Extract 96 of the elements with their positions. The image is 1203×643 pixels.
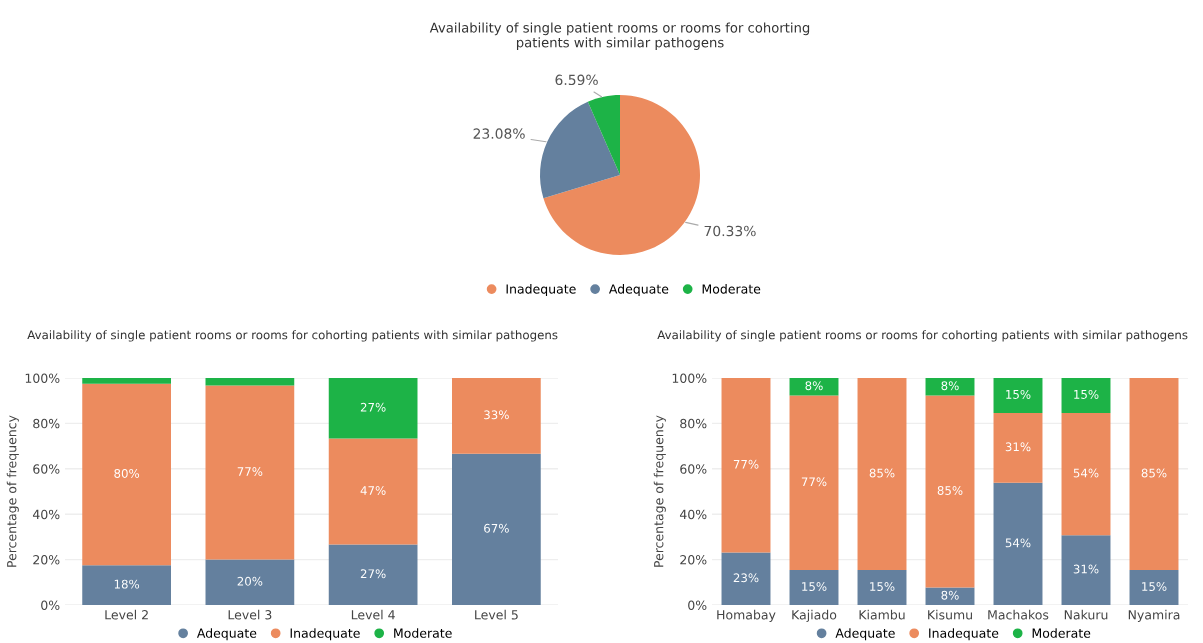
y-tick-label: 80% [33, 418, 60, 429]
data-label: 15% [870, 582, 895, 591]
x-tick-label: Homabay [717, 609, 776, 622]
bar [82, 378, 171, 384]
data-label: 27% [360, 569, 386, 579]
data-label: 20% [237, 576, 263, 586]
data-label: 85% [1141, 468, 1167, 478]
data-label: 8% [941, 381, 959, 391]
bar [925, 395, 975, 588]
x-tick-label: Kajiado [792, 609, 837, 622]
y-tick-label: 20% [33, 555, 60, 565]
data-label: 54% [1073, 468, 1099, 478]
bar [205, 385, 295, 560]
y-axis-title: Percentage of frequency [6, 415, 19, 567]
legend-label: Moderate [1032, 628, 1091, 638]
data-label: 77% [801, 477, 827, 487]
data-label: 70.33% [704, 225, 756, 237]
y-tick-label: 20% [680, 555, 707, 565]
legend-label: Inadequate [929, 628, 999, 641]
bar [452, 378, 541, 454]
bar [993, 412, 1043, 483]
data-label: 47% [360, 486, 386, 495]
bar [1129, 570, 1179, 605]
data-label: 23.08% [473, 128, 525, 139]
data-label: 77% [733, 459, 759, 469]
legend-label: Moderate [394, 628, 452, 638]
y-tick-label: 100% [672, 373, 707, 383]
data-label: 27% [360, 402, 386, 412]
data-label: 85% [937, 486, 963, 495]
data-label: 6.59% [555, 74, 598, 86]
bar [1061, 378, 1111, 413]
data-label: 77% [237, 467, 263, 477]
x-tick-label: Level 5 [475, 609, 518, 620]
x-tick-label: Level 3 [228, 609, 272, 620]
data-label: 31% [1005, 442, 1031, 452]
legend-label: Adequate [196, 628, 257, 641]
data-label: 15% [1142, 582, 1167, 591]
pie-slice [540, 101, 620, 199]
legend-label: Adequate [608, 284, 669, 297]
y-tick-label: 0% [688, 600, 707, 610]
bar [328, 378, 418, 439]
bar [993, 378, 1043, 413]
bar [721, 378, 771, 553]
x-tick-label: Nyamira [1128, 609, 1180, 622]
bar [328, 438, 418, 545]
x-tick-label: Level 2 [105, 609, 148, 620]
bar [328, 544, 418, 605]
y-tick-label: 60% [33, 464, 60, 474]
bar [1061, 412, 1111, 536]
y-tick-label: 60% [680, 464, 707, 474]
x-tick-label: Machakos [988, 609, 1049, 620]
data-label: 85% [869, 468, 895, 478]
data-label: 18% [114, 579, 140, 589]
data-label: 54% [1005, 538, 1031, 548]
bar [993, 482, 1043, 605]
bar [789, 395, 839, 571]
legend-label: Adequate [835, 628, 895, 641]
y-tick-label: 40% [679, 509, 707, 520]
bar [82, 383, 171, 566]
chart-title: Availability of single patient rooms or rooms for cohorting patients with similar pathogens [657, 330, 1188, 342]
data-label: 8% [805, 381, 823, 391]
data-label: 15% [1006, 389, 1031, 399]
x-tick-label: Kiambu [859, 609, 905, 620]
bar [82, 565, 171, 605]
y-tick-label: 100% [25, 373, 60, 383]
y-tick-label: 0% [41, 600, 60, 610]
pie-slice [587, 95, 620, 175]
bar [857, 570, 907, 605]
bar [452, 453, 541, 605]
bar [789, 570, 839, 605]
data-label: 23% [733, 573, 759, 583]
y-axis-title: Percentage of frequency [653, 415, 666, 567]
chart-title: Availability of single patient rooms or rooms for cohorting patients with similar pathogens [27, 330, 558, 342]
data-label: 31% [1073, 564, 1099, 574]
legend-label: Inadequate [506, 284, 576, 297]
data-label: 67% [484, 523, 509, 533]
data-label: 33% [484, 410, 509, 420]
x-tick-label: Level 4 [351, 609, 395, 620]
bar [205, 559, 295, 605]
legend-label: Inadequate [290, 628, 360, 641]
x-tick-label: Nakuru [1064, 609, 1108, 620]
y-tick-label: 40% [32, 509, 60, 520]
data-label: 80% [114, 468, 140, 478]
bar [1061, 535, 1111, 605]
data-label: 8% [941, 590, 959, 600]
bar [1129, 378, 1179, 571]
pie-slice [543, 95, 700, 255]
bar [857, 378, 907, 571]
data-label: 15% [802, 582, 827, 591]
x-tick-label: Kisumu [928, 609, 972, 620]
data-label: 15% [1074, 389, 1099, 399]
chart-title: Availability of single patient rooms or rooms for cohorting patients with similar pathogens [429, 22, 810, 50]
y-tick-label: 80% [680, 418, 707, 429]
legend-label: Moderate [702, 284, 761, 294]
bar [205, 378, 295, 386]
bar [721, 552, 771, 605]
